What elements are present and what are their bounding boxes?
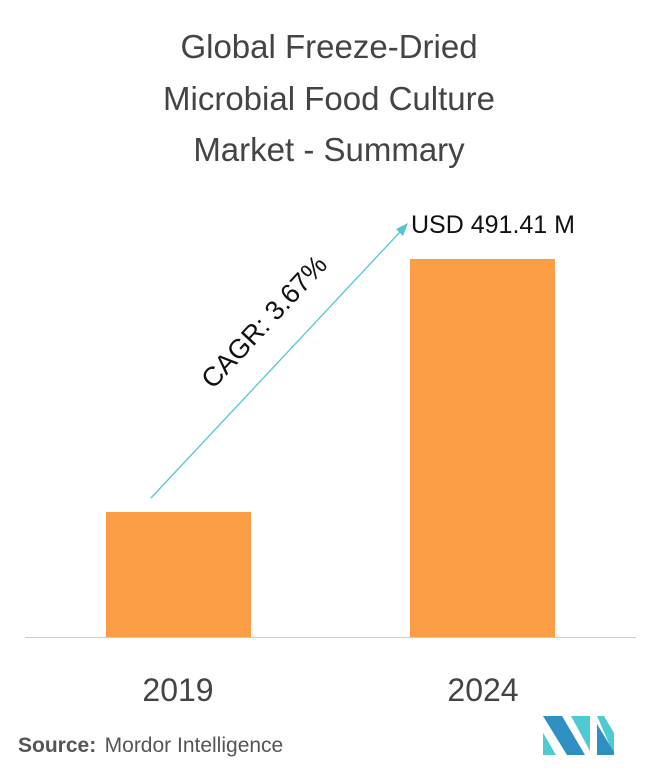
- source-text: Mordor Intelligence: [105, 734, 284, 757]
- title-line-1: Global Freeze-Dried: [180, 28, 477, 65]
- cagr-label: CAGR: 3.67%: [195, 250, 333, 394]
- value-label-2024: USD 491.41 M: [411, 211, 575, 239]
- title-line-3: Market - Summary: [193, 131, 465, 168]
- x-tick-2019: 2019: [142, 672, 213, 708]
- source-label: Source:: [18, 734, 96, 757]
- arrow-head-icon: [396, 223, 408, 236]
- title-line-2: Microbial Food Culture: [163, 80, 495, 117]
- bar-2024: [410, 259, 555, 637]
- mordor-logo: [543, 716, 614, 755]
- source-line: Source: Mordor Intelligence: [18, 734, 283, 757]
- x-tick-2024: 2024: [447, 672, 518, 708]
- bar-2019: [106, 512, 251, 637]
- cagr-arrow: [150, 223, 408, 499]
